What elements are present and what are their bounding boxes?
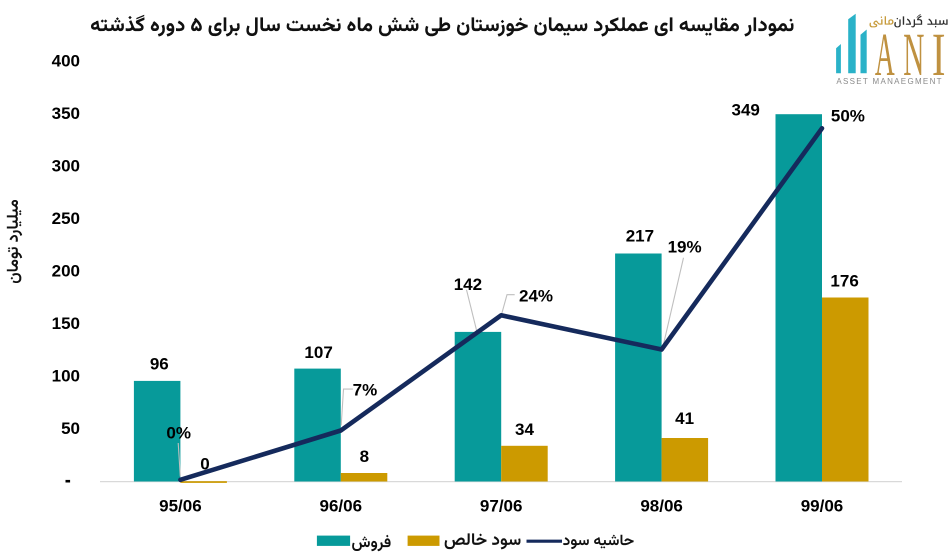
svg-text:96/06: 96/06 <box>320 496 363 515</box>
svg-text:95/06: 95/06 <box>159 496 202 515</box>
svg-text:99/06: 99/06 <box>801 496 844 515</box>
svg-text:96: 96 <box>150 354 169 373</box>
svg-text:50%: 50% <box>831 106 865 125</box>
svg-text:97/06: 97/06 <box>480 496 523 515</box>
svg-text:I: I <box>932 22 946 89</box>
svg-text:100: 100 <box>52 367 80 386</box>
svg-text:142: 142 <box>454 275 482 294</box>
svg-text:217: 217 <box>626 227 654 246</box>
svg-text:8: 8 <box>360 447 369 466</box>
svg-text:300: 300 <box>52 157 80 176</box>
svg-text:0%: 0% <box>166 423 191 442</box>
svg-text:150: 150 <box>52 314 80 333</box>
svg-text:107: 107 <box>304 343 332 362</box>
svg-text:349: 349 <box>732 100 760 119</box>
svg-text:250: 250 <box>52 209 80 228</box>
svg-text:19%: 19% <box>668 238 702 257</box>
svg-text:400: 400 <box>52 52 80 71</box>
svg-text:7%: 7% <box>353 380 378 399</box>
svg-text:A: A <box>875 22 895 89</box>
svg-text:41: 41 <box>675 409 694 428</box>
svg-text:N: N <box>903 22 924 90</box>
svg-text:50: 50 <box>61 419 80 438</box>
svg-text:176: 176 <box>830 272 858 291</box>
svg-text:24%: 24% <box>519 287 553 306</box>
svg-text:34: 34 <box>515 420 534 439</box>
svg-text:98/06: 98/06 <box>640 496 683 515</box>
svg-text:ASSET MANAEGMENT: ASSET MANAEGMENT <box>836 77 942 86</box>
svg-text:0: 0 <box>200 455 209 474</box>
svg-text:350: 350 <box>52 104 80 123</box>
svg-text:200: 200 <box>52 262 80 281</box>
